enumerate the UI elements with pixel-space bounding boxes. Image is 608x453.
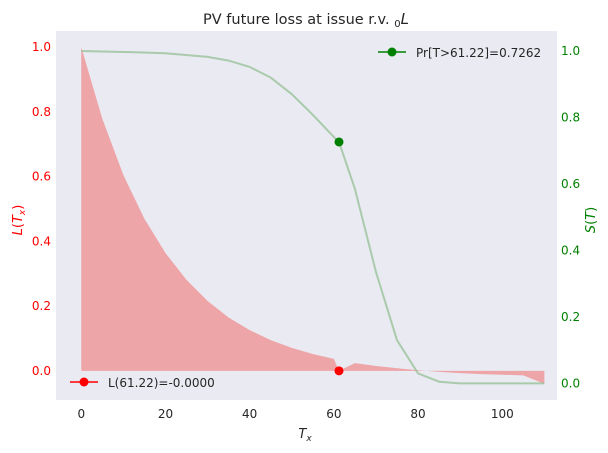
legend-left-label: L(61.22)=-0.0000: [108, 376, 215, 390]
x-tick-label: 100: [491, 407, 514, 421]
loss-fill-layer: [81, 47, 545, 384]
survival-line: [81, 49, 545, 385]
legend-right: Pr[T>61.22]=0.7262: [378, 46, 541, 60]
y-left-tick-label: 0.8: [32, 105, 51, 119]
y-left-tick-label: 0.6: [32, 170, 51, 184]
y-left-tick-label: 0.2: [32, 299, 51, 313]
chart-title: PV future loss at issue r.v. 0L: [203, 10, 409, 30]
survival-marker-point: [334, 137, 344, 147]
y-axis-left-label: L(Tx): [11, 205, 28, 236]
y-right-tick-label: 0.6: [561, 177, 580, 191]
chart-title-subscript: 0: [394, 19, 400, 30]
x-axis-label: Tx: [298, 427, 312, 444]
loss-area: [81, 47, 545, 384]
legend-right-marker: [387, 47, 397, 57]
x-tick-label: 0: [77, 407, 85, 421]
tick-layer: 0 20 40 60 80 100 0.0 0.2 0.4 0.6 0.8 1.0 0.0 0.2 0.4 0…: [32, 40, 580, 421]
x-tick-label: 60: [326, 407, 341, 421]
y-left-tick-label: 0.4: [32, 234, 51, 248]
y-right-tick-label: 0.8: [561, 110, 580, 124]
marker-layer: [334, 137, 344, 376]
y-right-tick-label: 0.0: [561, 376, 580, 390]
survival-line-layer: [81, 49, 545, 385]
x-tick-label: 80: [410, 407, 425, 421]
y-right-tick-label: 0.4: [561, 243, 580, 257]
y-left-tick-label: 0.0: [32, 364, 51, 378]
legend-left-marker: [79, 377, 89, 387]
y-right-tick-label: 0.2: [561, 310, 580, 324]
x-tick-label: 40: [242, 407, 257, 421]
legend-right-label: Pr[T>61.22]=0.7262: [416, 46, 541, 60]
chart-title-text: PV future loss at issue r.v.: [203, 12, 390, 28]
y-axis-right-label: S(T): [584, 207, 599, 233]
loss-marker-point: [334, 366, 344, 376]
y-right-tick-label: 1.0: [561, 44, 580, 58]
chart-title-symbol: L: [401, 10, 409, 28]
legend-left: L(61.22)=-0.0000: [70, 376, 215, 390]
y-left-tick-label: 1.0: [32, 40, 51, 54]
x-tick-label: 20: [158, 407, 173, 421]
